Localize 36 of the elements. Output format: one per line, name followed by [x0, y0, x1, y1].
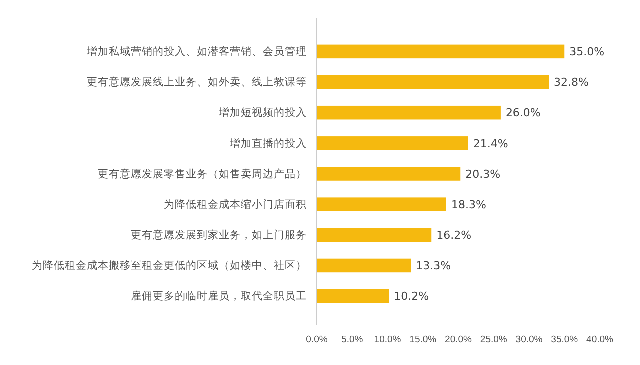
- data-label: 16.2%: [436, 229, 472, 242]
- bar: [317, 289, 390, 304]
- bar: [317, 75, 550, 90]
- bar: [317, 136, 468, 150]
- y-tick-label: 为降低租金成本缩小门店面积: [164, 198, 307, 211]
- data-label: 20.3%: [466, 168, 501, 181]
- y-tick-label: 更有意愿发展线上业务、如外卖、线上教课等: [87, 76, 307, 89]
- y-tick-label: 增加私域营销的投入、如潜客营销、会员管理: [86, 45, 307, 58]
- data-label: 32.8%: [554, 76, 590, 90]
- x-tick-label: 20.0%: [445, 334, 473, 346]
- bar: [317, 198, 446, 212]
- bar: [317, 258, 412, 273]
- x-tick-label: 0.0%: [306, 334, 328, 346]
- data-label: 18.3%: [451, 198, 486, 212]
- y-tick-label: 更有意愿发展零售业务（如售卖周边产品）: [98, 167, 307, 180]
- x-tick-label: 25.0%: [480, 334, 508, 346]
- bar: [317, 106, 501, 120]
- bar: [317, 228, 432, 242]
- x-tick-label: 10.0%: [374, 334, 402, 346]
- bar: [317, 44, 565, 59]
- x-tick-label: 5.0%: [342, 334, 364, 346]
- x-tick-label: 40.0%: [586, 334, 614, 346]
- y-tick-label: 更有意愿发展到家业务，如上门服务: [131, 228, 307, 242]
- data-label: 21.4%: [473, 137, 508, 150]
- bar: [317, 167, 461, 181]
- data-label: 26.0%: [506, 106, 541, 120]
- x-tick-label: 35.0%: [551, 334, 579, 346]
- x-tick-label: 30.0%: [516, 334, 544, 346]
- data-label: 35.0%: [570, 46, 605, 59]
- x-tick-label: 15.0%: [410, 334, 438, 346]
- y-tick-label: 增加直播的投入: [229, 136, 307, 150]
- data-label: 13.3%: [416, 260, 452, 273]
- y-tick-label: 增加短视频的投入: [218, 106, 307, 120]
- y-tick-label: 为降低租金成本搬移至租金更低的区域（如楼中、社区）: [32, 259, 307, 272]
- y-tick-label: 雇佣更多的临时雇员，取代全职员工: [131, 290, 307, 303]
- data-label: 10.2%: [394, 290, 430, 304]
